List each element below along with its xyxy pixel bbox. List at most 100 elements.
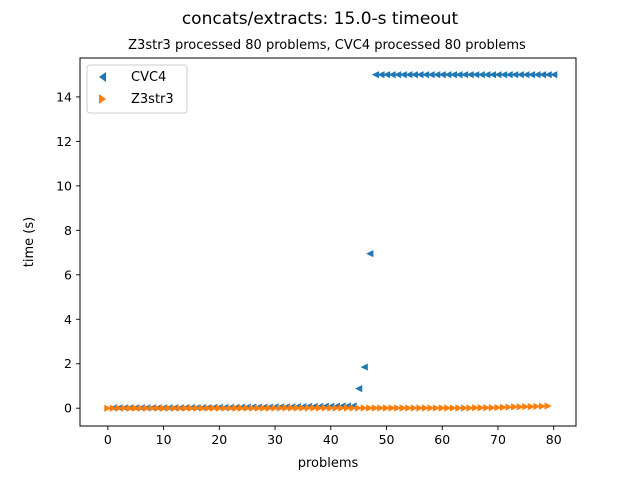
x-tick-label: 30 xyxy=(267,432,283,447)
point-z3str3 xyxy=(299,404,307,412)
point-z3str3 xyxy=(377,404,385,412)
point-z3str3 xyxy=(466,404,474,412)
point-z3str3 xyxy=(232,404,240,412)
point-z3str3 xyxy=(126,404,134,412)
x-tick-label: 10 xyxy=(156,432,172,447)
point-z3str3 xyxy=(538,402,547,410)
point-cvc4 xyxy=(533,71,541,79)
point-cvc4 xyxy=(355,385,363,393)
y-tick-label: 2 xyxy=(64,356,72,371)
point-z3str3 xyxy=(332,404,340,412)
point-z3str3 xyxy=(343,404,352,412)
point-cvc4 xyxy=(449,71,457,79)
point-cvc4 xyxy=(388,71,396,79)
point-z3str3 xyxy=(148,404,157,412)
data-points xyxy=(104,71,558,412)
point-z3str3 xyxy=(249,404,257,412)
y-tick-label: 8 xyxy=(64,223,72,238)
point-z3str3 xyxy=(176,404,184,412)
legend: CVC4 Z3str3 xyxy=(86,64,188,114)
point-z3str3 xyxy=(293,404,301,412)
y-tick-label: 6 xyxy=(64,267,72,282)
x-tick-label: 60 xyxy=(434,432,450,447)
point-z3str3 xyxy=(288,404,296,412)
point-cvc4 xyxy=(477,71,485,79)
point-cvc4 xyxy=(360,363,368,371)
point-z3str3 xyxy=(477,404,485,412)
point-cvc4 xyxy=(472,71,480,79)
point-z3str3 xyxy=(511,403,519,411)
point-z3str3 xyxy=(382,404,391,412)
point-z3str3 xyxy=(533,402,541,411)
point-z3str3 xyxy=(265,404,274,412)
point-cvc4 xyxy=(550,71,558,79)
point-z3str3 xyxy=(143,404,151,412)
chart-title: concats/extracts: 15.0-s timeout xyxy=(182,9,459,29)
point-z3str3 xyxy=(494,403,502,412)
point-z3str3 xyxy=(159,404,168,412)
point-z3str3 xyxy=(165,404,173,412)
point-z3str3 xyxy=(460,404,469,412)
point-z3str3 xyxy=(438,404,446,412)
point-z3str3 xyxy=(221,404,229,412)
point-cvc4 xyxy=(466,71,474,79)
point-cvc4 xyxy=(382,71,391,79)
point-cvc4 xyxy=(421,71,430,79)
x-tick-label: 70 xyxy=(490,432,506,447)
point-z3str3 xyxy=(182,404,190,412)
point-z3str3 xyxy=(215,404,223,412)
point-z3str3 xyxy=(516,403,524,411)
point-cvc4 xyxy=(427,71,435,79)
point-cvc4 xyxy=(460,71,469,79)
point-z3str3 xyxy=(405,404,413,412)
point-cvc4 xyxy=(405,71,413,79)
point-z3str3 xyxy=(204,404,212,412)
point-z3str3 xyxy=(488,404,497,412)
point-cvc4 xyxy=(399,71,407,79)
point-z3str3 xyxy=(154,404,162,412)
point-z3str3 xyxy=(120,404,129,412)
point-z3str3 xyxy=(433,404,441,412)
y-tick-label: 14 xyxy=(56,89,72,104)
point-cvc4 xyxy=(394,71,402,79)
point-cvc4 xyxy=(488,71,497,79)
legend-marker-cvc4 xyxy=(99,72,106,82)
x-tick-label: 50 xyxy=(379,432,395,447)
point-z3str3 xyxy=(327,404,335,412)
legend-marker-z3str3 xyxy=(99,94,106,104)
plot-frame xyxy=(79,57,577,427)
point-z3str3 xyxy=(282,404,290,412)
point-z3str3 xyxy=(449,404,457,412)
legend-label-z3str3: Z3str3 xyxy=(131,92,174,107)
y-axis-ticks: 0 2 4 6 8 10 12 14 xyxy=(56,89,80,416)
x-tick-label: 20 xyxy=(211,432,227,447)
point-z3str3 xyxy=(304,404,313,412)
point-z3str3 xyxy=(399,404,407,412)
point-cvc4 xyxy=(377,71,385,79)
x-tick-label: 0 xyxy=(104,432,112,447)
y-tick-label: 12 xyxy=(56,134,72,149)
point-z3str3 xyxy=(210,404,218,412)
point-z3str3 xyxy=(410,404,418,412)
x-axis-label: problems xyxy=(298,456,359,471)
point-z3str3 xyxy=(310,404,318,412)
chart-subtitle: Z3str3 processed 80 problems, CVC4 proce… xyxy=(128,38,526,53)
point-z3str3 xyxy=(199,404,207,412)
point-z3str3 xyxy=(472,404,480,412)
point-z3str3 xyxy=(316,404,324,412)
x-tick-label: 80 xyxy=(546,432,562,447)
point-z3str3 xyxy=(277,404,285,412)
point-cvc4 xyxy=(433,71,441,79)
y-tick-label: 4 xyxy=(64,312,72,327)
legend-label-cvc4: CVC4 xyxy=(131,70,166,85)
point-z3str3 xyxy=(321,404,329,412)
point-cvc4 xyxy=(410,71,418,79)
point-z3str3 xyxy=(360,404,368,412)
point-z3str3 xyxy=(527,403,536,411)
point-cvc4 xyxy=(366,250,374,258)
point-z3str3 xyxy=(483,404,491,412)
point-z3str3 xyxy=(499,403,508,411)
point-cvc4 xyxy=(516,71,524,79)
point-z3str3 xyxy=(238,404,246,412)
